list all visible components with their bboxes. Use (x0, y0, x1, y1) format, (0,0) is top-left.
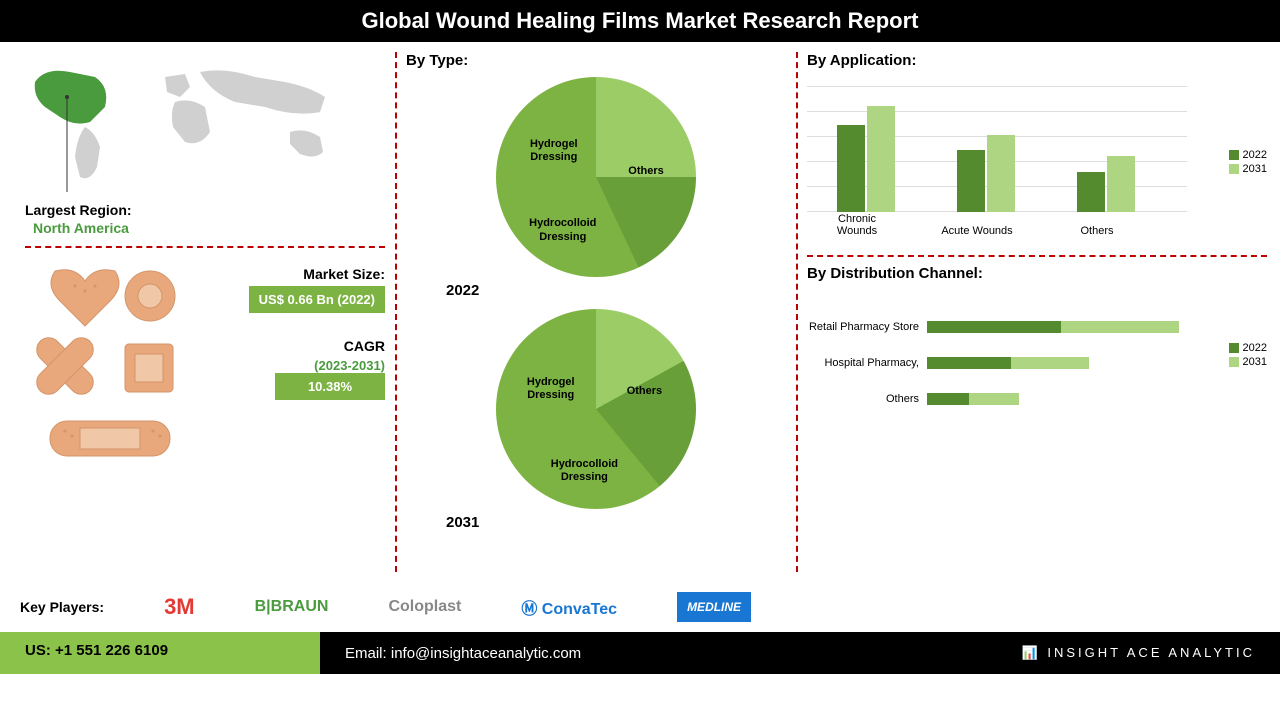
col-right: By Application: Chronic WoundsAcute Woun… (797, 52, 1277, 572)
report-title: Global Wound Healing Films Market Resear… (0, 0, 1280, 42)
h-divider (25, 246, 385, 248)
market-size-badge: US$ 0.66 Bn (2022) (249, 286, 385, 313)
cagr-badge: 10.38% (275, 373, 385, 400)
pie-2022-wrap: OthersHydrocolloid DressingHydrogel Dres… (406, 77, 786, 299)
region-label: Largest Region: (25, 202, 132, 218)
logo-convatec: Ⓜ ConvaTec (521, 595, 617, 619)
by-dist-title: By Distribution Channel: (807, 265, 1267, 282)
by-app-title: By Application: (807, 52, 1267, 69)
content-grid: Largest Region: North America (0, 42, 1280, 582)
region-value: North America (33, 220, 129, 236)
pie-2022: OthersHydrocolloid DressingHydrogel Dres… (496, 77, 696, 277)
col-left: Largest Region: North America (15, 52, 395, 572)
cagr-period: (2023-2031) (220, 358, 385, 373)
footer-phone: US: +1 551 226 6109 (0, 632, 320, 674)
footer: US: +1 551 226 6109 Email: info@insighta… (0, 632, 1280, 674)
logo-bbraun: B|BRAUN (255, 598, 329, 616)
key-players-row: Key Players: 3M B|BRAUN Coloplast Ⓜ Conv… (0, 582, 1280, 632)
pie-2031: OthersHydrocolloid DressingHydrogel Dres… (496, 309, 696, 509)
logo-coloplast: Coloplast (388, 598, 461, 616)
logo-medline: MEDLINE (677, 592, 751, 622)
market-row: Market Size: US$ 0.66 Bn (2022) CAGR (20… (25, 266, 385, 446)
cagr-label: CAGR (220, 338, 385, 354)
key-players-label: Key Players: (20, 599, 104, 615)
by-type-title: By Type: (406, 52, 786, 69)
logo-3m: 3M (164, 594, 195, 620)
h-divider-2 (807, 255, 1267, 257)
region-block: Largest Region: North America (25, 202, 385, 238)
market-size-label: Market Size: (220, 266, 385, 282)
pie-2022-year: 2022 (446, 282, 479, 299)
pie-2031-wrap: OthersHydrocolloid DressingHydrogel Dres… (406, 309, 786, 531)
world-map-icon (25, 52, 355, 202)
dist-hbar-chart: Retail Pharmacy StoreHospital Pharmacy,O… (807, 305, 1267, 421)
metrics: Market Size: US$ 0.66 Bn (2022) CAGR (20… (220, 266, 385, 400)
bandages-icon (25, 266, 205, 446)
footer-email: Email: info@insightaceanalytic.com 📊 INS… (320, 632, 1280, 674)
pie-2031-year: 2031 (446, 514, 479, 531)
col-mid: By Type: OthersHydrocolloid DressingHydr… (396, 52, 796, 572)
company-name: 📊 INSIGHT ACE ANALYTIC (1022, 645, 1255, 661)
app-bar-chart: Chronic WoundsAcute WoundsOthers20222031 (807, 87, 1267, 237)
